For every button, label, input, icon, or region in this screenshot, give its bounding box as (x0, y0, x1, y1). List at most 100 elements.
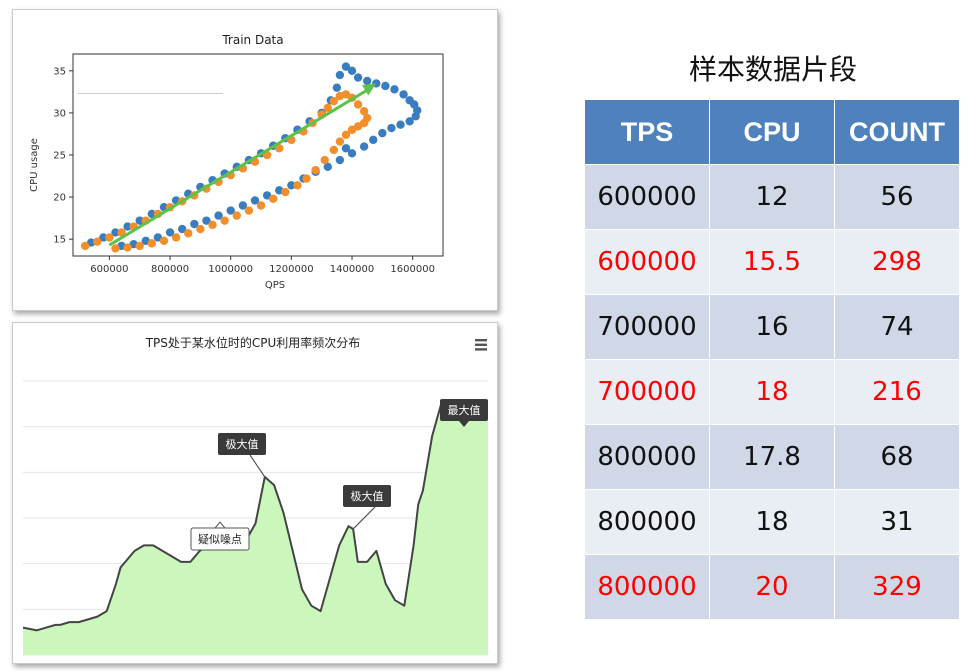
column-header-cpu: CPU (709, 99, 835, 165)
scatter-point (411, 112, 420, 121)
scatter-point (369, 135, 378, 145)
scatter-point (341, 144, 351, 153)
cpu-cell: 12 (709, 164, 835, 230)
tps-cell: 800000 (584, 489, 710, 555)
x-tick-label: 1000000 (208, 264, 253, 275)
count-cell: 329 (834, 554, 960, 620)
count-cell: 68 (834, 424, 960, 490)
y-axis-label: CPU usage (29, 138, 40, 192)
train-data-chart: Train Data CPU usage QPS 600000 800000 100… (29, 33, 444, 291)
annotation-callout: 疑似噪点 (190, 521, 250, 551)
scatter-point (99, 233, 108, 242)
scatter-point (275, 144, 284, 153)
scatter-point (347, 125, 357, 134)
trend-arrow-line (108, 88, 370, 247)
scatter-point (80, 241, 90, 251)
scatter-point (323, 162, 332, 171)
scatter-point (378, 128, 387, 138)
scatter-point (335, 155, 345, 165)
y-tick-label: 25 (53, 151, 66, 162)
x-tick-label: 1200000 (269, 264, 314, 275)
scatter-point (320, 155, 329, 165)
scatter-point (220, 216, 229, 225)
column-header-count: COUNT (834, 99, 960, 165)
annotation-callout: 最大值 (440, 399, 488, 427)
chart-title: Train Data (221, 33, 283, 47)
scatter-point (123, 222, 132, 231)
scatter-point (341, 62, 351, 71)
tps-cell: 600000 (584, 229, 710, 295)
scatter-point (184, 229, 193, 238)
scatter-point (353, 73, 363, 82)
cpu-cell: 16 (709, 294, 835, 360)
scatter-point (202, 216, 211, 225)
scatter-point (387, 123, 396, 133)
callout-pointer (213, 521, 227, 529)
callout-label: 疑似噪点 (198, 533, 242, 546)
scatter-point (335, 137, 345, 146)
cpu-cell: 17.8 (709, 424, 835, 490)
tps-cell: 800000 (584, 554, 710, 620)
tps-cell: 800000 (584, 424, 710, 490)
scatter-point (111, 244, 120, 253)
scatter-point (399, 90, 408, 99)
scatter-point (256, 201, 266, 210)
scatter-point (396, 120, 405, 129)
scatter-point (341, 130, 351, 139)
y-tick-label: 30 (53, 108, 66, 119)
table-header-row: TPS CPU COUNT (584, 99, 960, 165)
callout-pointer (459, 421, 469, 427)
callout-box (440, 399, 488, 421)
scatter-point (196, 224, 205, 234)
scatter-point (159, 236, 169, 246)
scatter-point (362, 76, 372, 86)
train-data-chart-panel: Train Data CPU usage QPS 600000 800000 100… (12, 9, 498, 311)
table-row: 700000 18 216 (584, 359, 960, 425)
y-tick-label: 35 (53, 66, 66, 77)
scatter-point (244, 206, 254, 215)
count-cell: 216 (834, 359, 960, 425)
scatter-point (123, 243, 132, 252)
scatter-point (268, 194, 278, 203)
y-tick-label: 15 (53, 235, 66, 246)
scatter-point (165, 228, 175, 237)
cpu-frequency-chart-panel: TPS处于某水位时的CPU利用率频次分布 极大值疑似噪点 极大值 最大值 (12, 322, 498, 664)
scatter-point (190, 219, 199, 229)
hamburger-menu-icon[interactable] (475, 339, 487, 351)
x-tick-label: 1600000 (390, 264, 435, 275)
scatter-point (281, 187, 290, 197)
count-cell: 31 (834, 489, 960, 555)
scatter-point (226, 206, 235, 215)
annotation-callout: 极大值 (218, 433, 266, 478)
tps-cell: 600000 (584, 164, 710, 230)
scatter-point (353, 100, 363, 109)
scatter-point (232, 211, 241, 220)
scatter-point (238, 201, 248, 210)
table-row: 700000 16 74 (584, 294, 960, 360)
callout-label: 极大值 (226, 437, 259, 451)
trend-arrow-head (362, 83, 377, 96)
chart-title: TPS处于某水位时的CPU利用率频次分布 (145, 335, 361, 350)
scatter-point (329, 145, 339, 155)
scatter-point (293, 181, 302, 190)
x-axis-label: QPS (265, 280, 285, 291)
cpu-cell: 20 (709, 554, 835, 620)
scatter-point (135, 241, 144, 251)
scatter-point (287, 181, 296, 190)
scatter-point (359, 107, 369, 116)
scatter-point (347, 66, 357, 76)
scatter-point (381, 81, 390, 91)
table-row: 800000 18 31 (584, 489, 960, 555)
scatter-point (111, 228, 120, 237)
annotation-callout: 极大值 (343, 485, 391, 530)
scatter-point (147, 209, 157, 219)
scatter-point (177, 224, 187, 234)
scatter-point (390, 85, 399, 94)
count-cell: 298 (834, 229, 960, 295)
x-tick-label: 800000 (151, 264, 189, 275)
callout-box (343, 485, 391, 507)
scatter-point (105, 233, 114, 242)
callout-label: 最大值 (448, 403, 481, 417)
sample-title: 样本数据片段 (688, 53, 857, 86)
